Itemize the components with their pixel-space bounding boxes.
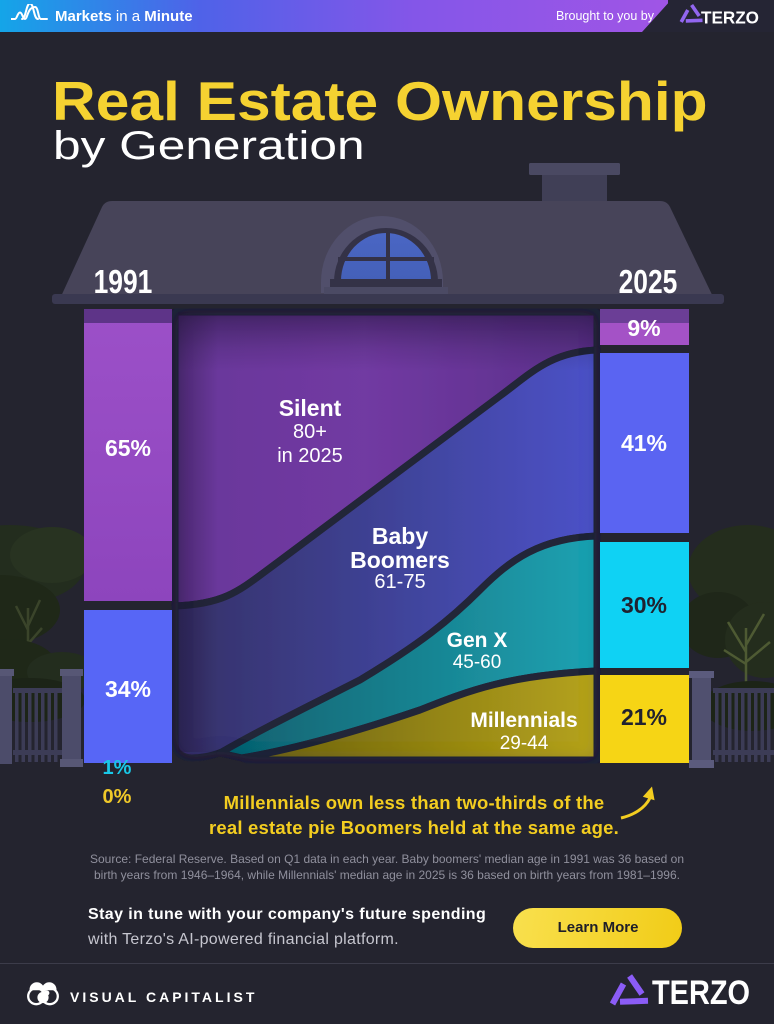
svg-text:TERZO: TERZO <box>701 8 759 28</box>
svg-text:TERZO: TERZO <box>652 974 750 1010</box>
